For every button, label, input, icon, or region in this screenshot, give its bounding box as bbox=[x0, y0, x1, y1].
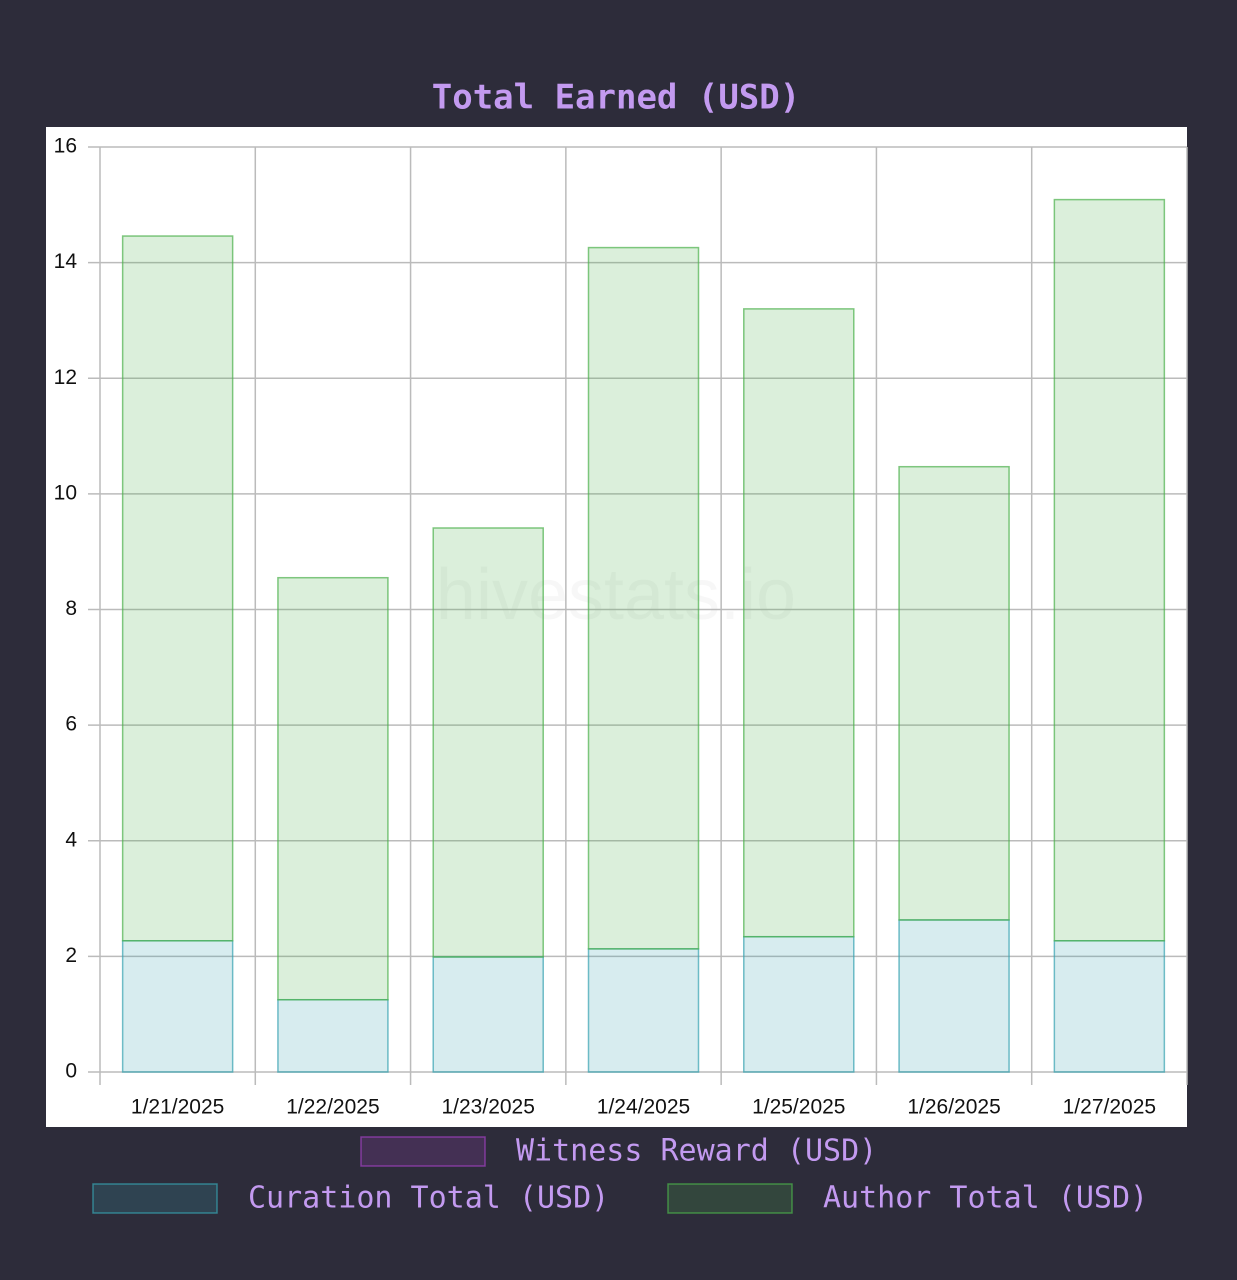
chart-title: Total Earned (USD) bbox=[432, 78, 800, 118]
y-tick-label: 10 bbox=[54, 481, 77, 504]
bar-segment bbox=[432, 527, 544, 958]
x-tick-label: 1/21/2025 bbox=[131, 1096, 224, 1119]
y-tick-label: 16 bbox=[54, 135, 77, 158]
bar-segment bbox=[1053, 940, 1166, 1073]
legend-label: Witness Reward (USD) bbox=[516, 1134, 877, 1169]
bar-segment bbox=[277, 576, 389, 1001]
x-tick-label: 1/23/2025 bbox=[441, 1096, 534, 1119]
bar-segment bbox=[121, 235, 234, 942]
x-tick-label: 1/22/2025 bbox=[286, 1096, 379, 1119]
legend-swatch bbox=[667, 1183, 793, 1214]
y-tick-label: 8 bbox=[65, 597, 77, 620]
legend-swatch bbox=[92, 1183, 218, 1214]
bar-segment bbox=[587, 246, 700, 950]
x-tick-label: 1/27/2025 bbox=[1063, 1096, 1156, 1119]
bar-segment bbox=[587, 948, 700, 1073]
bar-segment bbox=[1053, 198, 1166, 942]
bar-segment bbox=[277, 998, 389, 1073]
bar-segment bbox=[898, 465, 1010, 921]
bar-segment bbox=[121, 940, 234, 1073]
y-tick-label: 12 bbox=[54, 366, 77, 389]
y-tick-label: 4 bbox=[65, 828, 77, 851]
plot-background bbox=[46, 127, 1187, 1127]
x-tick-label: 1/26/2025 bbox=[907, 1096, 1000, 1119]
bar-segment bbox=[743, 308, 855, 938]
bar-segment bbox=[432, 956, 544, 1073]
x-tick-label: 1/24/2025 bbox=[597, 1096, 690, 1119]
y-tick-label: 14 bbox=[54, 250, 78, 273]
y-tick-label: 6 bbox=[65, 713, 77, 736]
legend-swatch bbox=[360, 1136, 486, 1167]
bar-segment bbox=[743, 935, 855, 1073]
x-tick-label: 1/25/2025 bbox=[752, 1096, 845, 1119]
legend-label: Author Total (USD) bbox=[823, 1181, 1148, 1216]
y-tick-label: 2 bbox=[65, 944, 77, 967]
y-tick-label: 0 bbox=[65, 1060, 77, 1083]
bar-segment bbox=[898, 919, 1010, 1073]
legend-label: Curation Total (USD) bbox=[248, 1181, 609, 1216]
